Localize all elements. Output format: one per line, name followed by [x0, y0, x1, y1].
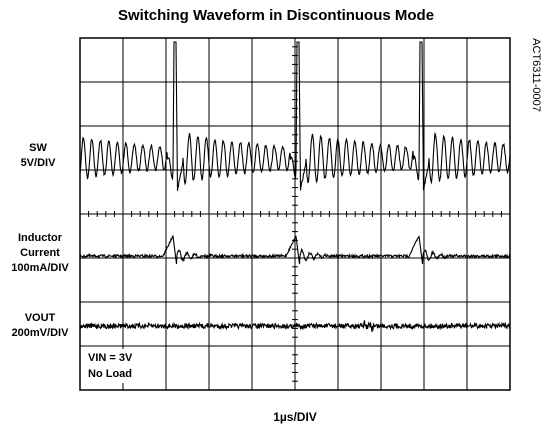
sw-trace [79, 41, 511, 191]
channel-name: SW [29, 142, 47, 154]
inductor-current-trace [79, 234, 511, 265]
condition: No Load [88, 368, 132, 380]
condition-box [84, 349, 146, 383]
channel-name: Inductor [18, 232, 63, 244]
channel-name: Current [20, 247, 60, 259]
title: Switching Waveform in Discontinuous Mode [118, 7, 434, 24]
condition: VIN = 3V [88, 352, 133, 364]
channel-name: VOUT [25, 312, 56, 324]
traces [79, 41, 511, 332]
channel-scale: 100mA/DIV [11, 262, 69, 274]
channel-scale: 200mV/DIV [12, 327, 70, 339]
time-scale: 1µs/DIV [273, 410, 317, 424]
figure-id: ACT6311-0007 [530, 38, 542, 112]
channel-scale: 5V/DIV [21, 157, 57, 169]
vout-trace [79, 320, 511, 332]
graticule [79, 37, 511, 391]
